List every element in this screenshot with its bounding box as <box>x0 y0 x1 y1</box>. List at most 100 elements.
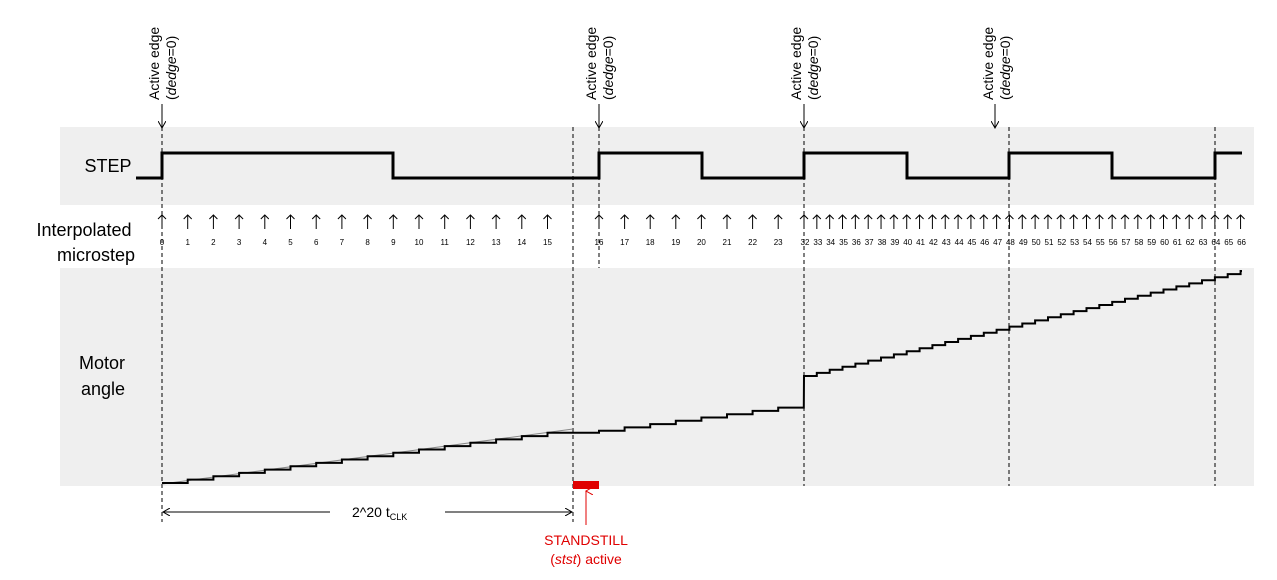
microstep-arrowhead <box>337 214 347 220</box>
microstep-number: 41 <box>916 238 925 247</box>
microstep-number: 51 <box>1045 238 1054 247</box>
microstep-ticks: 0 1 2 3 4 5 6 7 8 9 10 11 12 13 14 15 16 17 18 19 20 21 22 23 32… <box>157 214 1247 247</box>
microstep-number: 32 <box>801 238 810 247</box>
microstep-number: 66 <box>1237 238 1246 247</box>
microstep-arrowhead <box>620 214 629 220</box>
microstep-arrowhead <box>440 214 450 220</box>
microstep-arrowhead <box>799 214 809 220</box>
microstep-arrowhead <box>1082 214 1091 220</box>
microstep-arrowhead <box>1236 214 1245 220</box>
microstep-number: 52 <box>1057 238 1066 247</box>
microstep-arrowhead <box>812 214 822 220</box>
microstep-arrowhead <box>491 214 501 220</box>
motor-angle-trace <box>162 270 1242 484</box>
microstep-number: 37 <box>865 238 874 247</box>
microstep-number: 39 <box>890 238 899 247</box>
microstep-arrowhead <box>902 214 912 220</box>
time-span-label: 2^20 tCLK <box>352 504 407 522</box>
microstep-arrowhead <box>311 214 321 220</box>
microstep-number: 0 <box>160 238 165 247</box>
microstep-arrowhead <box>940 214 950 220</box>
microstep-arrowhead <box>157 214 167 220</box>
microstep-arrowhead <box>1069 214 1078 220</box>
microstep-arrowhead <box>1210 214 1220 220</box>
microstep-arrowhead <box>260 214 270 220</box>
microstep-number: 20 <box>697 238 706 247</box>
dedge-text: (dedge=0) <box>997 36 1013 100</box>
microstep-arrowhead <box>1017 214 1027 220</box>
microstep-number: 61 <box>1173 238 1182 247</box>
microstep-arrowhead <box>1030 214 1040 220</box>
microstep-arrowhead <box>966 214 976 220</box>
microstep-number: 3 <box>237 238 242 247</box>
microstep-arrowhead <box>838 214 847 220</box>
microstep-number: 44 <box>955 238 964 247</box>
microstep-number: 4 <box>263 238 268 247</box>
microstep-arrowhead <box>466 214 475 220</box>
microstep-number: 46 <box>980 238 989 247</box>
microstep-number: 57 <box>1122 238 1131 247</box>
microstep-arrowhead <box>992 214 1001 220</box>
microstep-number: 64 <box>1211 238 1220 247</box>
microstep-arrowhead <box>863 214 873 220</box>
microstep-arrowhead <box>1172 214 1181 220</box>
microstep-number: 48 <box>1006 238 1015 247</box>
microstep-number: 42 <box>929 238 938 247</box>
microstep-number: 56 <box>1109 238 1118 247</box>
microstep-number: 33 <box>813 238 822 247</box>
microstep-number: 55 <box>1096 238 1105 247</box>
microstep-number: 63 <box>1199 238 1208 247</box>
active-edge-text: Active edge <box>980 27 996 100</box>
microstep-arrowhead <box>876 214 886 220</box>
microstep-arrowhead <box>1184 214 1194 220</box>
active-edge-text: Active edge <box>583 27 599 100</box>
microstep-number: 21 <box>723 238 732 247</box>
microstep-number: 19 <box>671 238 680 247</box>
active-edge-marker-4: Active edge (dedge=0) <box>980 27 1013 128</box>
microstep-number: 16 <box>595 238 604 247</box>
microstep-number: 2 <box>211 238 216 247</box>
microstep-number: 1 <box>185 238 190 247</box>
microstep-arrowhead <box>594 214 604 220</box>
step-waveform <box>136 151 1242 180</box>
microstep-number: 49 <box>1019 238 1028 247</box>
microstep-number: 8 <box>365 238 370 247</box>
microstep-arrowhead <box>722 214 732 220</box>
microstep-number: 7 <box>340 238 345 247</box>
step-label: STEP <box>84 156 131 176</box>
microstep-number: 60 <box>1160 238 1169 247</box>
microstep-arrowhead <box>1159 214 1168 220</box>
active-edge-marker-3: Active edge (dedge=0) <box>788 27 821 128</box>
microstep-arrowhead <box>234 214 244 220</box>
microstep-arrowhead <box>1223 214 1233 220</box>
microstep-arrowhead <box>825 214 835 220</box>
microstep-arrowhead <box>748 214 757 220</box>
microstep-arrowhead <box>889 214 899 220</box>
microstep-arrowhead <box>671 214 681 220</box>
step-band <box>60 127 1254 205</box>
motor-band <box>60 268 1254 486</box>
microstep-arrowhead <box>1133 214 1143 220</box>
microstep-arrowhead <box>517 214 527 220</box>
microstep-number: 10 <box>415 238 424 247</box>
microstep-number: 43 <box>942 238 951 247</box>
microstep-number: 35 <box>839 238 848 247</box>
microstep-number: 9 <box>391 238 396 247</box>
microstep-number: 36 <box>852 238 861 247</box>
microstep-arrowhead <box>1197 214 1207 220</box>
microstep-arrowhead <box>645 214 655 220</box>
microstep-number: 50 <box>1032 238 1041 247</box>
microstep-number: 6 <box>314 238 319 247</box>
microstep-number: 45 <box>967 238 976 247</box>
microstep-number: 58 <box>1134 238 1143 247</box>
microstep-arrowhead <box>953 214 963 220</box>
microstep-arrowhead <box>363 214 372 220</box>
microstep-arrowhead <box>1107 214 1117 220</box>
microstep-number: 13 <box>492 238 501 247</box>
microstep-number: 17 <box>620 238 629 247</box>
microstep-number: 65 <box>1224 238 1233 247</box>
microstep-number: 38 <box>878 238 887 247</box>
standstill-label: STANDSTILL <box>544 532 628 548</box>
dedge-text: (dedge=0) <box>600 36 616 100</box>
standstill-active-label: (stst) active <box>550 551 622 567</box>
